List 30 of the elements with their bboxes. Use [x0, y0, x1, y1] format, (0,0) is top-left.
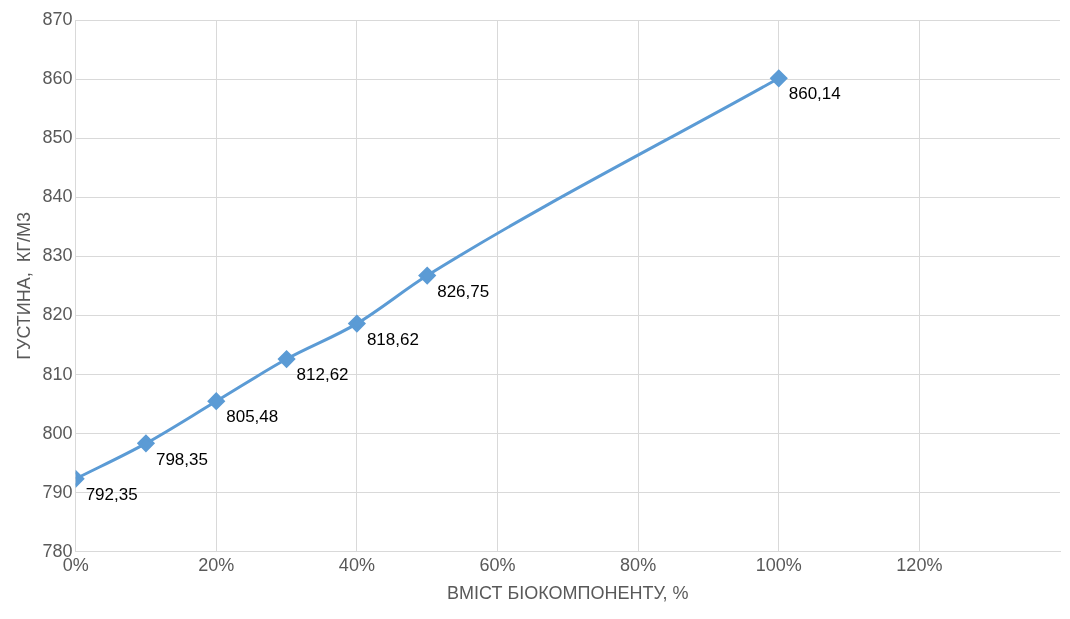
point [348, 315, 366, 333]
x-tick-label: 100% [755, 554, 802, 575]
x-axis-title: ВМІСТ БІОКОМПОНЕНТУ, % [447, 583, 689, 604]
data-label: 826,75 [437, 281, 490, 301]
y-tick-label: 830 [42, 245, 73, 266]
data-label: 818,62 [366, 329, 419, 349]
x-tick-label: 120% [896, 554, 943, 575]
x-tick-label: 40% [338, 554, 375, 575]
y-tick-label: 820 [42, 304, 73, 325]
data-label: 805,48 [226, 407, 279, 427]
data-label: 812,62 [296, 365, 349, 385]
y-tick-label: 810 [42, 363, 73, 384]
y-tick-label: 790 [42, 481, 73, 502]
y-tick-label: 870 [42, 8, 73, 29]
x-tick-label: 80% [620, 554, 657, 575]
x-tick-label: 60% [479, 554, 516, 575]
point [278, 350, 296, 368]
y-tick-label: 860 [42, 68, 73, 89]
point [770, 69, 788, 87]
point [207, 392, 225, 410]
y-tick-label: 800 [42, 422, 73, 443]
y-tick-label: 850 [42, 127, 73, 148]
y-tick-label: 840 [42, 186, 73, 207]
data-label: 792,35 [85, 485, 138, 505]
y-axis-title: ГУСТИНА, КГ/М3 [13, 212, 34, 360]
data-label: 860,14 [788, 84, 841, 104]
point [137, 434, 155, 452]
data-label: 798,35 [155, 449, 208, 469]
point [418, 267, 436, 285]
x-tick-label: 20% [198, 554, 235, 575]
